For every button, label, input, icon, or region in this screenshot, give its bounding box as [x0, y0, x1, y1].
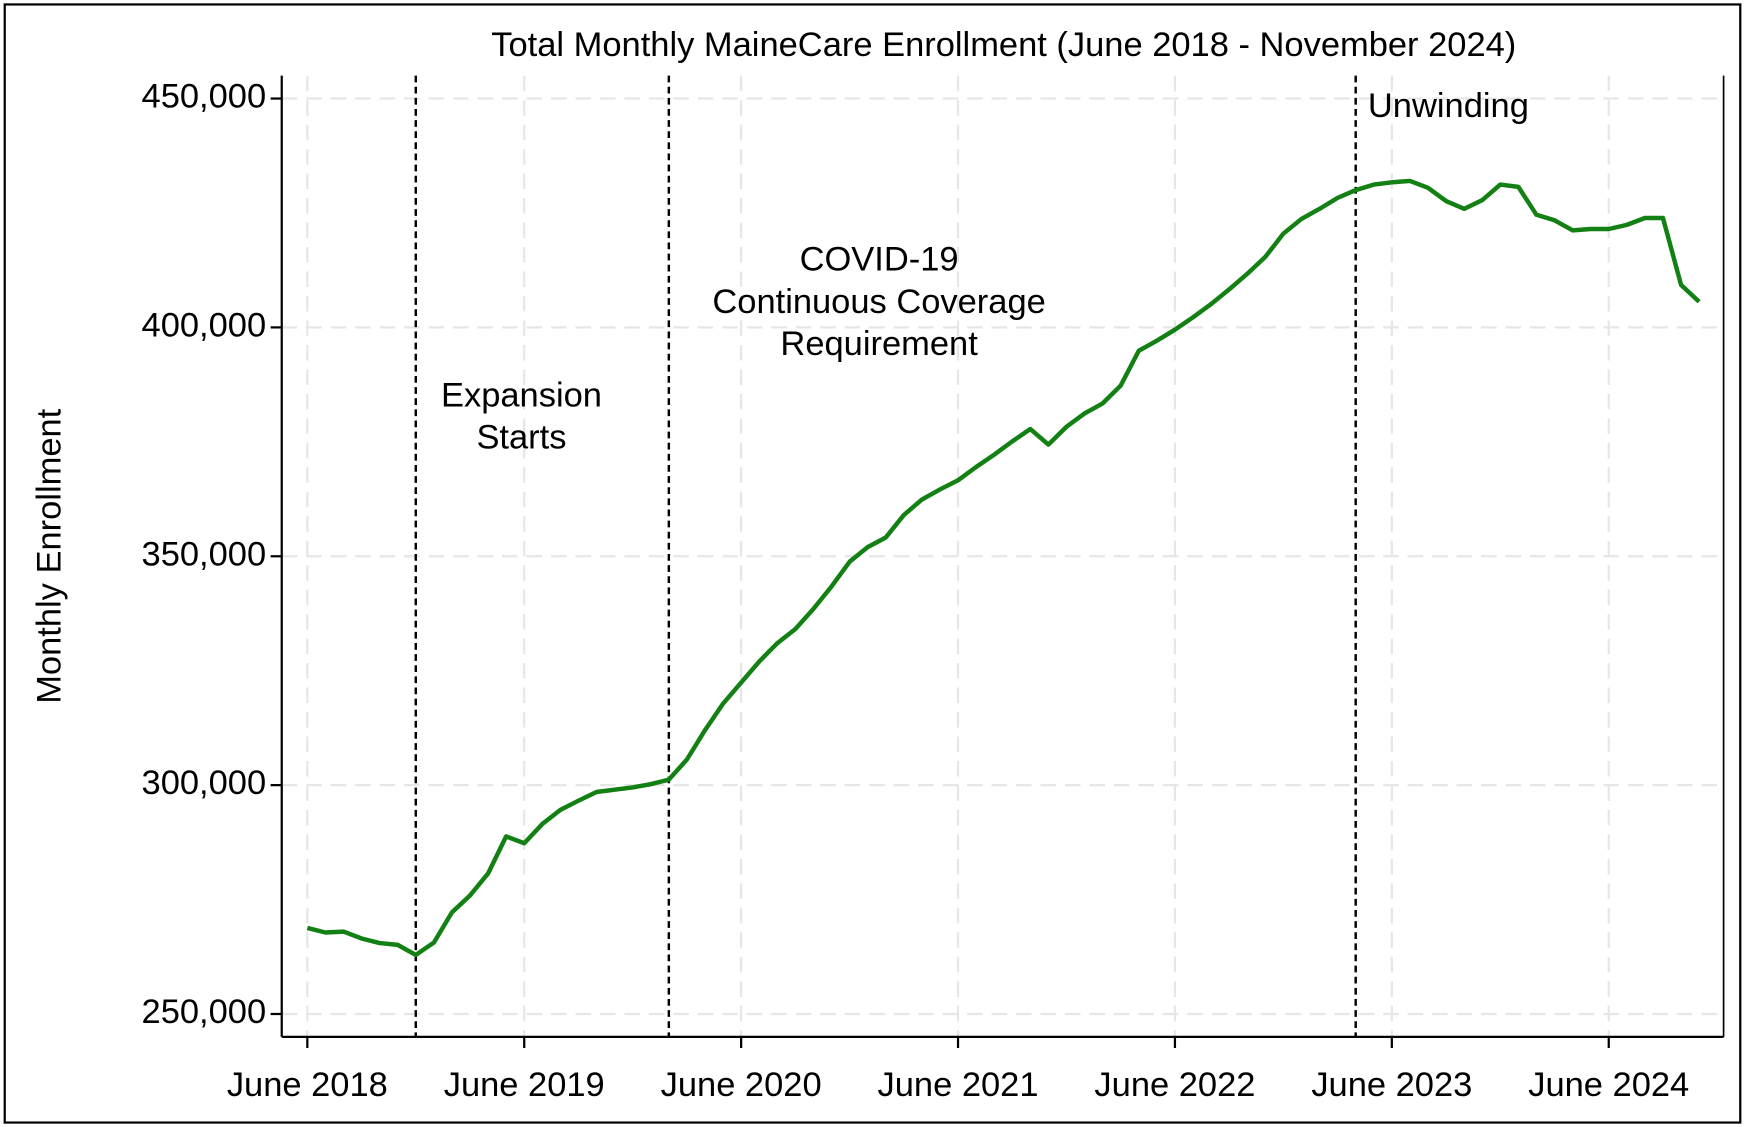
y-tick-label: 350,000 [142, 535, 267, 573]
annotation: Expansion [441, 376, 602, 414]
x-tick-label: June 2023 [1311, 1066, 1472, 1104]
x-tick-label: June 2019 [444, 1066, 605, 1104]
y-tick-label: 450,000 [142, 78, 267, 116]
y-tick-label: 250,000 [142, 993, 267, 1031]
x-tick-label: June 2018 [227, 1066, 388, 1104]
y-tick-label: 400,000 [142, 307, 267, 345]
annotation: Starts [476, 419, 566, 457]
line-series [306, 178, 1701, 958]
annotation: COVID-19 [800, 241, 959, 279]
annotation: Continuous Coverage [712, 283, 1045, 321]
y-axis-label: Monthly Enrollment [31, 408, 69, 703]
x-tick-label: June 2021 [878, 1066, 1039, 1104]
x-tick-label: June 2024 [1528, 1066, 1689, 1104]
frame [3, 3, 1742, 1124]
chart-title: Total Monthly MaineCare Enrollment (June… [491, 26, 1516, 64]
annotation: Unwinding [1368, 87, 1529, 125]
y-tick-label: 300,000 [142, 764, 267, 802]
x-tick-label: June 2020 [661, 1066, 822, 1104]
x-tick-label: June 2022 [1094, 1066, 1255, 1104]
annotation: Requirement [780, 325, 978, 363]
